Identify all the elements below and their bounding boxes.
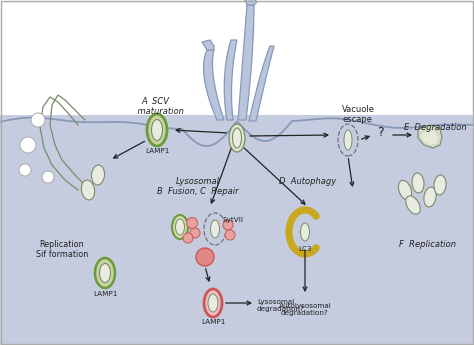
Ellipse shape bbox=[406, 196, 420, 214]
Ellipse shape bbox=[95, 258, 115, 288]
Text: SytVII: SytVII bbox=[223, 217, 244, 223]
Ellipse shape bbox=[412, 173, 424, 193]
Circle shape bbox=[190, 228, 200, 238]
Circle shape bbox=[223, 220, 233, 230]
Polygon shape bbox=[238, 5, 254, 120]
Text: E  Degradation: E Degradation bbox=[404, 123, 466, 132]
Ellipse shape bbox=[233, 128, 241, 148]
Text: LAMP1: LAMP1 bbox=[145, 148, 169, 154]
Ellipse shape bbox=[399, 180, 411, 200]
Circle shape bbox=[31, 113, 45, 127]
Polygon shape bbox=[421, 130, 438, 145]
Ellipse shape bbox=[424, 187, 436, 207]
Text: LAMP1: LAMP1 bbox=[201, 319, 225, 325]
Circle shape bbox=[19, 164, 31, 176]
Text: Lysosomal
degradation?: Lysosomal degradation? bbox=[257, 299, 305, 312]
Polygon shape bbox=[244, 0, 257, 5]
Circle shape bbox=[183, 233, 193, 243]
Polygon shape bbox=[202, 40, 214, 50]
Ellipse shape bbox=[229, 124, 245, 152]
Ellipse shape bbox=[147, 114, 167, 146]
Ellipse shape bbox=[172, 215, 188, 239]
Circle shape bbox=[225, 230, 235, 240]
Polygon shape bbox=[0, 118, 474, 345]
Text: Autolysosomal
degradation?: Autolysosomal degradation? bbox=[279, 303, 331, 316]
Circle shape bbox=[186, 217, 198, 228]
Ellipse shape bbox=[344, 130, 352, 150]
Text: Replication
Sif formation: Replication Sif formation bbox=[36, 240, 88, 259]
Ellipse shape bbox=[91, 165, 105, 185]
Ellipse shape bbox=[301, 223, 310, 241]
Ellipse shape bbox=[208, 294, 218, 312]
Ellipse shape bbox=[152, 119, 163, 140]
Polygon shape bbox=[224, 40, 237, 120]
Circle shape bbox=[20, 137, 36, 153]
Ellipse shape bbox=[204, 289, 222, 317]
Text: Lysosomal
B  Fusion, C  Repair: Lysosomal B Fusion, C Repair bbox=[157, 177, 239, 196]
Text: Vacuole
escape: Vacuole escape bbox=[341, 105, 374, 125]
Ellipse shape bbox=[434, 175, 446, 195]
Ellipse shape bbox=[175, 219, 184, 235]
Text: ?: ? bbox=[377, 127, 383, 139]
Bar bbox=[0, 115, 474, 345]
Text: F  Replication: F Replication bbox=[400, 240, 456, 249]
Text: A  SCV
    maturation: A SCV maturation bbox=[127, 97, 183, 116]
Text: LAMP1: LAMP1 bbox=[93, 291, 117, 297]
Text: D  Autophagy: D Autophagy bbox=[279, 177, 337, 186]
Text: LC3: LC3 bbox=[298, 246, 312, 252]
Ellipse shape bbox=[100, 264, 110, 283]
Polygon shape bbox=[418, 125, 442, 148]
Ellipse shape bbox=[210, 220, 219, 238]
Circle shape bbox=[196, 248, 214, 266]
Polygon shape bbox=[249, 46, 274, 121]
Polygon shape bbox=[204, 50, 224, 120]
Circle shape bbox=[42, 171, 54, 183]
Ellipse shape bbox=[82, 180, 95, 200]
